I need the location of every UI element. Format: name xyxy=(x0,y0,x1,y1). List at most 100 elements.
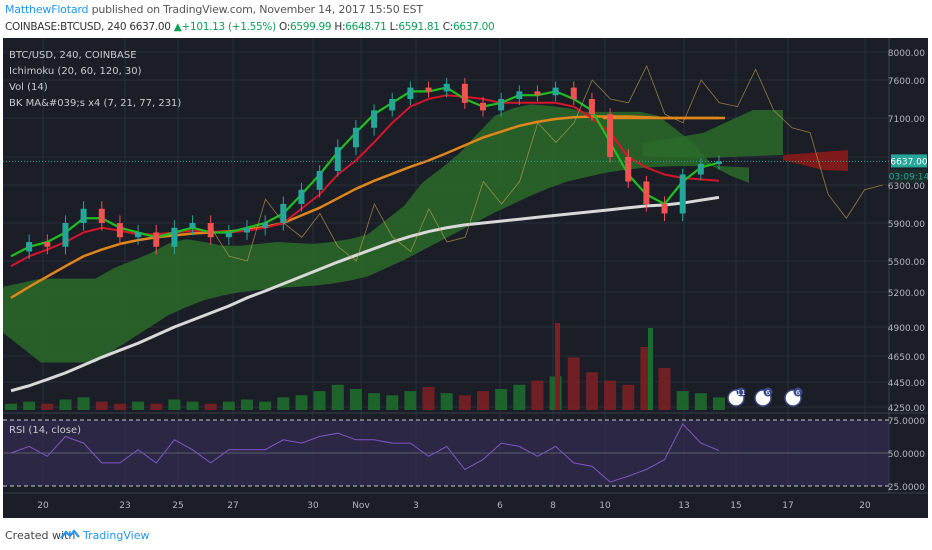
ma231-line xyxy=(10,195,720,393)
volume-bar xyxy=(241,399,253,410)
volume-bar xyxy=(567,357,580,410)
cloud-bull xyxy=(3,104,749,363)
candle-body xyxy=(116,223,123,238)
x-tick-label: 15 xyxy=(730,501,741,511)
publish-header: MatthewFlotard published on TradingView.… xyxy=(0,0,932,38)
candles-layer xyxy=(26,77,722,260)
countdown-badge xyxy=(891,169,927,183)
candle-body xyxy=(62,223,69,247)
candle-body xyxy=(98,208,105,223)
countdown-label: 03:09:14 xyxy=(889,172,928,182)
volume-bar xyxy=(5,403,17,410)
tradingview-link[interactable]: TradingView xyxy=(83,529,150,542)
candle-body xyxy=(225,232,232,238)
volume-bar xyxy=(204,403,217,410)
price-tick-label: 8000.00 xyxy=(888,49,925,59)
volume-bar xyxy=(259,401,272,410)
volume-bar xyxy=(458,395,471,410)
candle-body xyxy=(171,227,178,247)
tradingview-logo-icon xyxy=(60,529,80,539)
candle-body xyxy=(498,99,505,111)
quote-line: COINBASE:BTCUSD, 240 6637.00 ▲+101.13 (+… xyxy=(5,21,495,33)
volume-bar xyxy=(150,403,163,410)
candle-body xyxy=(516,91,523,99)
price-tick-label: 5200.00 xyxy=(888,289,925,299)
price-tick-label: 6300.00 xyxy=(888,182,925,192)
cloud-bear xyxy=(783,150,848,171)
candle-body xyxy=(588,99,595,115)
volume-bar xyxy=(713,397,725,410)
candle-body xyxy=(570,87,577,99)
volume-bar xyxy=(555,323,560,410)
candle-body xyxy=(26,242,33,252)
x-tick-label: 27 xyxy=(227,501,238,511)
candle-body xyxy=(262,223,269,228)
x-tick-label: 6 xyxy=(497,501,503,511)
volume-bar xyxy=(422,386,435,410)
event-badge-count: 6 xyxy=(766,389,771,397)
event-badge-count-bg xyxy=(763,387,773,397)
price-tick-label: 4450.00 xyxy=(888,379,925,389)
candle-body xyxy=(661,204,668,214)
price-tick-label: 4250.00 xyxy=(888,404,925,414)
candle-body xyxy=(552,87,559,96)
event-badge-count-bg xyxy=(793,387,803,397)
lagging-span xyxy=(210,64,883,262)
candle-body xyxy=(298,189,305,204)
volume-bar xyxy=(585,372,598,410)
published-text: published on TradingView.com, November 1… xyxy=(91,3,423,16)
x-tick-label: 30 xyxy=(307,501,319,511)
x-tick-label: 3 xyxy=(413,501,419,511)
x-tick-label: 20 xyxy=(37,501,49,511)
volume-bar xyxy=(404,391,417,410)
volume-bar xyxy=(622,384,635,410)
last-price: 6637.00 xyxy=(129,21,171,33)
candle-body xyxy=(135,232,142,238)
volume-bar xyxy=(59,399,72,410)
price-tick-label: 5900.00 xyxy=(888,220,925,230)
x-tick-label: 17 xyxy=(782,501,793,511)
candle-body xyxy=(697,164,704,175)
volume-bars xyxy=(5,323,725,410)
volume-bar xyxy=(531,380,544,410)
close-value: 6637.00 xyxy=(453,21,495,33)
x-tick-label: 23 xyxy=(119,501,130,511)
volume-bar xyxy=(495,389,508,410)
candle-body xyxy=(643,181,650,204)
candle-body xyxy=(480,102,486,111)
price-chart-svg[interactable]: 8000.00 7600.00 7100.00 6300.00 5900.00 5500.… xyxy=(3,38,928,518)
low-label: L: xyxy=(389,21,399,33)
volume-bar xyxy=(132,401,145,410)
volume-bar xyxy=(331,384,344,410)
candle-body xyxy=(389,99,396,111)
open-value: 6599.99 xyxy=(289,21,332,33)
high-label: H: xyxy=(334,21,346,33)
volume-bar xyxy=(23,401,36,410)
candle-body xyxy=(244,227,250,233)
rsi-line xyxy=(10,423,720,483)
volume-bar xyxy=(694,393,707,410)
low-value: 6591.81 xyxy=(398,21,440,33)
volume-bar xyxy=(604,380,617,410)
created-with-text: Created with xyxy=(5,529,76,542)
volume-bar xyxy=(186,401,199,410)
event-badge-count-bg xyxy=(736,387,746,397)
price-tick-label: 5500.00 xyxy=(888,258,925,268)
footer: Created with TradingView xyxy=(0,520,932,550)
legend-ma: BK MA&#039;s x4 (7, 21, 77, 231) xyxy=(9,98,181,109)
axes-layer: 8000.00 7600.00 7100.00 6300.00 5900.00 5500.… xyxy=(37,49,928,511)
chart-area[interactable]: 8000.00 7600.00 7100.00 6300.00 5900.00 5500.… xyxy=(3,38,928,518)
candle-body xyxy=(607,114,614,157)
grid-layer xyxy=(3,38,928,494)
rsi-tick-label: 75.0000 xyxy=(888,417,925,427)
legend-ichimoku: Ichimoku (20, 60, 120, 30) xyxy=(9,66,142,77)
author-link[interactable]: MatthewFlotard xyxy=(5,3,89,16)
volume-bar xyxy=(440,393,453,410)
price-tick-label: 4900.00 xyxy=(888,324,925,334)
x-tick-label: 13 xyxy=(678,501,689,511)
candle-body xyxy=(534,91,541,96)
event-badge-count: 6 xyxy=(796,389,801,397)
volume-bar xyxy=(386,395,399,410)
volume-bar xyxy=(513,384,526,410)
rsi-tick-label: 25.0000 xyxy=(888,483,925,493)
